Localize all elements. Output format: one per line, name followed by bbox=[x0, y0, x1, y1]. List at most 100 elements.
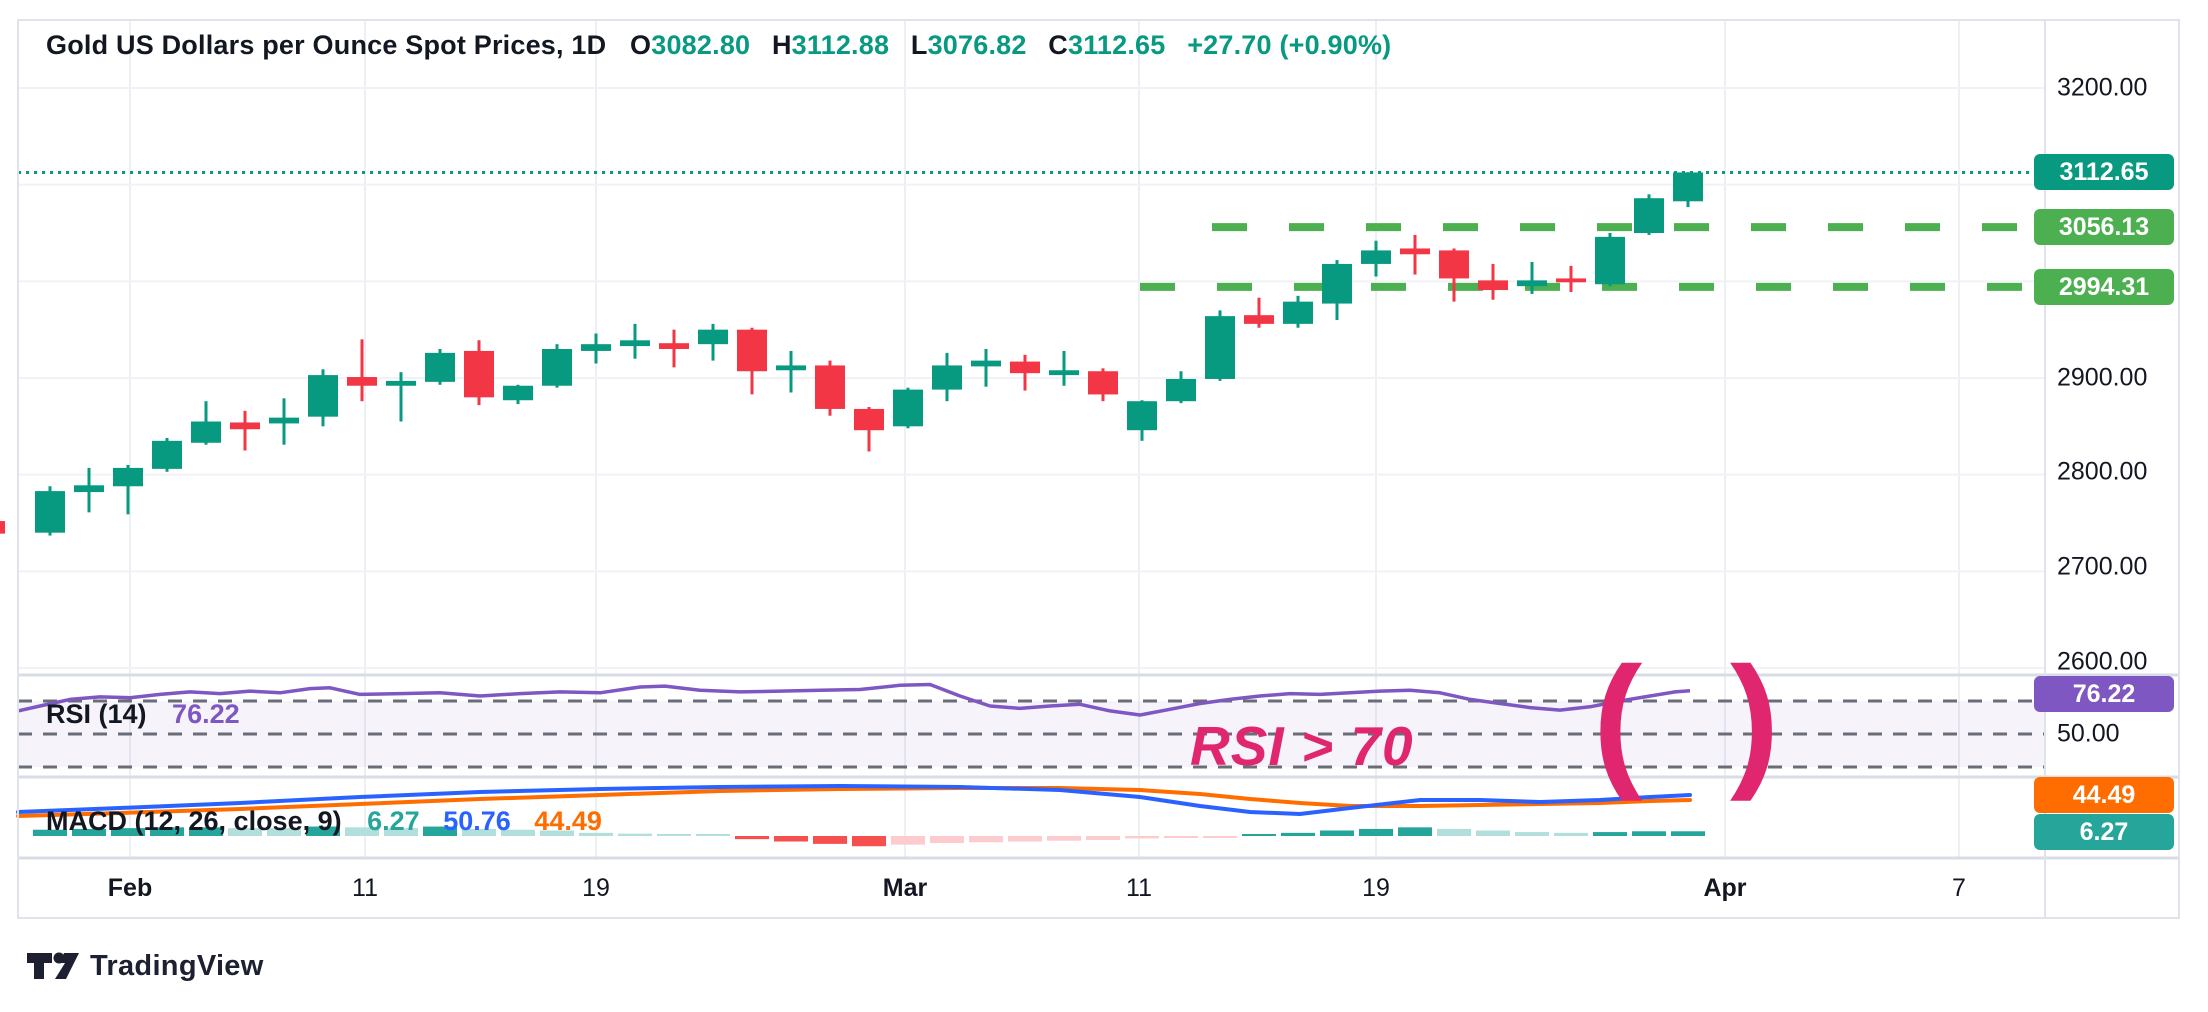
candle-body bbox=[971, 360, 1001, 367]
price-badge: 3112.65 bbox=[2034, 154, 2174, 190]
candle-body bbox=[1595, 236, 1625, 285]
macd-histogram-bar bbox=[345, 827, 379, 836]
candle-body bbox=[1205, 316, 1235, 379]
candle-body bbox=[776, 365, 806, 371]
macd-histogram-bar bbox=[657, 834, 691, 836]
low-label: L bbox=[910, 30, 928, 60]
symbol-title-row: Gold US Dollars per Ounce Spot Prices, 1… bbox=[46, 30, 1391, 61]
macd-histogram-bar bbox=[852, 836, 886, 847]
price-axis-tick: 3200.00 bbox=[2057, 73, 2148, 102]
tradingview-logo-text: TradingView bbox=[90, 949, 264, 982]
macd-signal-line bbox=[16, 786, 1692, 818]
time-axis-label: Mar bbox=[882, 874, 928, 902]
open-label: O bbox=[630, 30, 652, 60]
macd-histogram-bar bbox=[1320, 830, 1354, 836]
macd-line bbox=[16, 783, 1692, 817]
macd-histogram-bar bbox=[969, 836, 1003, 843]
candle-body bbox=[932, 365, 962, 390]
candle-body bbox=[1283, 301, 1313, 324]
time-axis-label: 7 bbox=[1952, 874, 1966, 902]
macd-histogram-bar bbox=[1593, 832, 1627, 836]
candle-body bbox=[1478, 280, 1508, 291]
price-badge: 76.22 bbox=[2034, 676, 2174, 712]
macd-histogram-bar bbox=[813, 836, 847, 844]
candle-body bbox=[1322, 263, 1352, 304]
candle-body bbox=[1010, 361, 1040, 374]
macd-histogram-bar bbox=[1476, 830, 1510, 836]
time-axis[interactable]: Feb 11 19 Mar 11 19 Apr 7 bbox=[18, 858, 2045, 918]
candle-body bbox=[152, 440, 182, 469]
candle-body bbox=[347, 377, 377, 386]
macd-histogram-bar bbox=[1242, 834, 1276, 836]
macd-histogram-bar bbox=[1632, 831, 1666, 836]
candle-body bbox=[854, 408, 884, 431]
candle-body bbox=[230, 422, 260, 430]
macd-signal-value: 44.49 bbox=[534, 806, 602, 836]
candle-body bbox=[698, 329, 728, 345]
macd-line-value: 50.76 bbox=[443, 806, 511, 836]
close-value: 3112.65 bbox=[1067, 30, 1166, 60]
macd-histogram-bar bbox=[1203, 836, 1237, 838]
candle-body bbox=[1439, 250, 1469, 279]
macd-histogram-bar bbox=[72, 828, 106, 836]
macd-histogram-bar bbox=[306, 826, 340, 836]
candle-body bbox=[191, 421, 221, 443]
macd-histogram-bar bbox=[1359, 828, 1393, 836]
high-label: H bbox=[771, 30, 792, 60]
candle-partial bbox=[0, 521, 5, 534]
open-value: 3082.80 bbox=[651, 30, 751, 60]
candle-body bbox=[1088, 371, 1118, 395]
price-badge: 3056.13 bbox=[2034, 209, 2174, 245]
macd-histogram-bar bbox=[423, 826, 457, 836]
candle-body bbox=[464, 350, 494, 398]
macd-histogram-bar bbox=[189, 827, 223, 836]
price-axis-tick: 2600.00 bbox=[2057, 647, 2148, 676]
macd-histogram-bar bbox=[33, 829, 67, 836]
price-axis-tick: 2700.00 bbox=[2057, 552, 2148, 581]
candle-body bbox=[620, 340, 650, 347]
macd-histogram-bar bbox=[1086, 836, 1120, 840]
macd-histogram-bar bbox=[735, 836, 769, 840]
candle-body bbox=[737, 329, 767, 372]
candle-body bbox=[308, 375, 338, 417]
macd-legend-label: MACD (12, 26, close, 9) bbox=[46, 806, 342, 836]
macd-histogram-bar bbox=[384, 828, 418, 836]
macd-histogram-bar bbox=[1125, 836, 1159, 839]
macd-histogram-bar bbox=[579, 832, 613, 836]
candle-body bbox=[1634, 198, 1664, 234]
macd-histogram-bar bbox=[1281, 832, 1315, 836]
candle-body bbox=[659, 343, 689, 350]
macd-histogram-bar bbox=[540, 830, 574, 836]
macd-histogram-bar bbox=[930, 836, 964, 844]
candle-body bbox=[581, 344, 611, 351]
macd-histogram-bar bbox=[1398, 827, 1432, 836]
candle-body bbox=[503, 385, 533, 401]
rsi-legend: RSI (14) 76.22 bbox=[46, 699, 240, 730]
candle-body bbox=[113, 467, 143, 487]
price-badge: 6.27 bbox=[2034, 814, 2174, 850]
symbol-name: Gold US Dollars per Ounce Spot Prices, 1… bbox=[46, 30, 607, 60]
time-axis-label: 19 bbox=[1362, 874, 1390, 902]
macd-histogram-bar bbox=[462, 828, 496, 836]
rsi-annotation-text: RSI > 70 bbox=[1190, 715, 1414, 777]
chart-frame bbox=[17, 19, 2180, 919]
macd-histogram-bar bbox=[1554, 832, 1588, 836]
price-axis[interactable]: 3200.00 2900.00 2800.00 2700.00 2600.00 50.00… bbox=[2034, 20, 2179, 918]
candle-body bbox=[1673, 172, 1703, 202]
time-axis-label: 11 bbox=[1126, 874, 1152, 902]
macd-histogram-bar bbox=[891, 836, 925, 845]
tradingview-logo[interactable]: TradingView bbox=[26, 948, 264, 984]
macd-histogram-bar bbox=[150, 827, 184, 836]
tradingview-logo-icon bbox=[27, 952, 79, 979]
time-axis-label: 11 bbox=[352, 874, 378, 902]
candle-body bbox=[1361, 250, 1391, 264]
candle-body bbox=[1127, 401, 1157, 431]
macd-histogram-bar bbox=[501, 829, 535, 836]
time-axis-label: Feb bbox=[107, 874, 153, 902]
candle-body bbox=[386, 380, 416, 386]
price-axis-tick: 50.00 bbox=[2057, 719, 2120, 748]
candle-body bbox=[1049, 370, 1079, 376]
candle-body bbox=[1166, 378, 1196, 402]
macd-histogram-bar bbox=[1164, 836, 1198, 838]
